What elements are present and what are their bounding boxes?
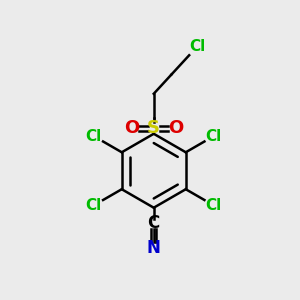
Text: S: S — [147, 119, 160, 137]
Text: Cl: Cl — [85, 198, 102, 213]
Text: O: O — [168, 119, 183, 137]
Text: Cl: Cl — [190, 39, 206, 54]
Text: C: C — [148, 214, 160, 232]
Text: Cl: Cl — [206, 198, 222, 213]
Text: O: O — [124, 119, 140, 137]
Text: Cl: Cl — [85, 129, 102, 144]
Text: Cl: Cl — [206, 129, 222, 144]
Text: N: N — [147, 239, 161, 257]
